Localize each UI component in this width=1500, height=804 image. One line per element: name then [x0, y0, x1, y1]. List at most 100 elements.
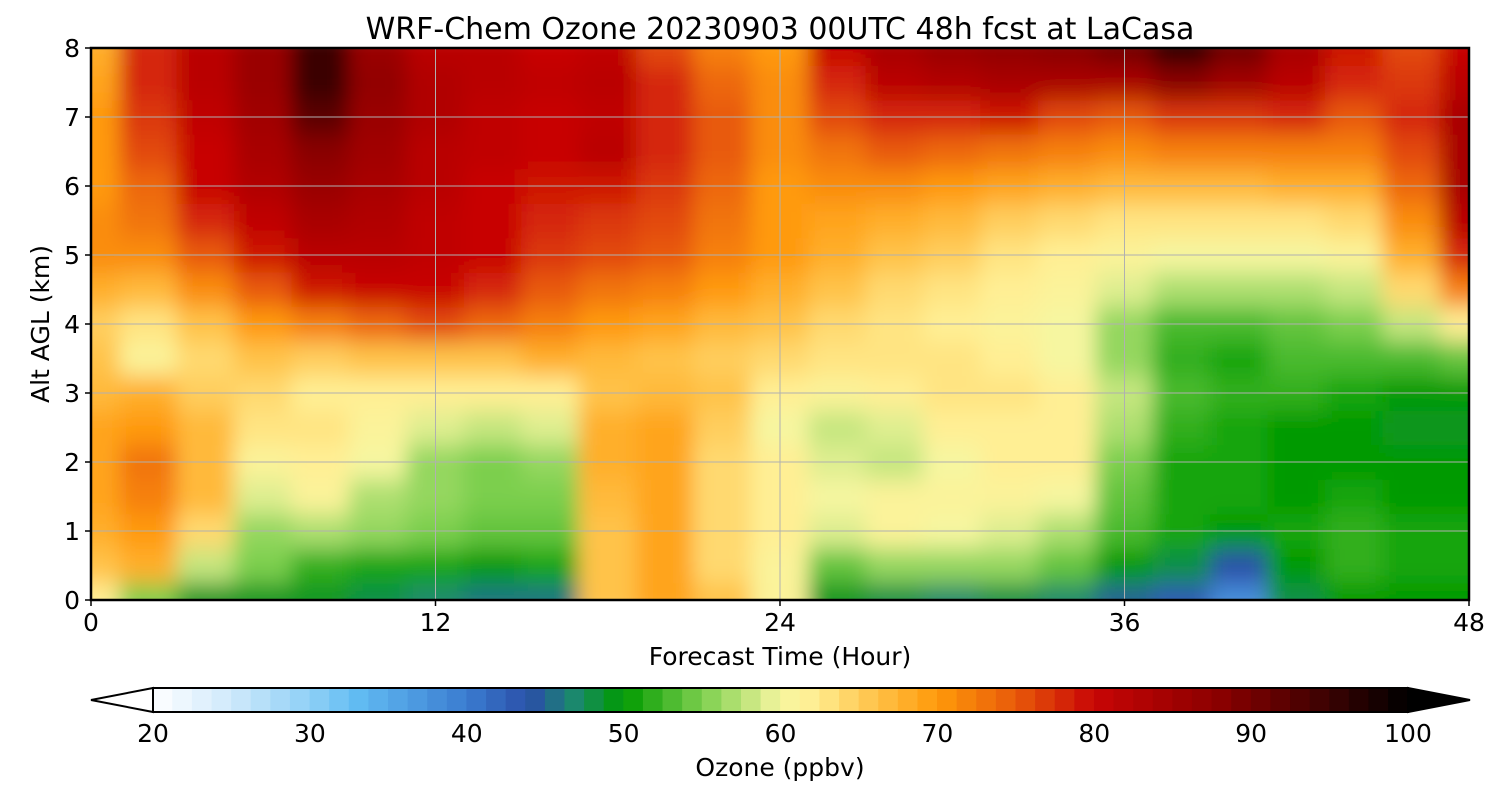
heatmap-cell — [1382, 64, 1441, 101]
heatmap-cell — [980, 478, 1039, 515]
heatmap-cell — [980, 64, 1039, 101]
heatmap-cell — [980, 271, 1039, 308]
heatmap-cell — [234, 409, 293, 446]
heatmap-cell — [1439, 582, 1469, 600]
colorbar-segment — [1231, 688, 1252, 712]
colorbar-frame — [152, 687, 1409, 713]
colorbar-segment — [937, 688, 958, 712]
heatmap-cell — [1324, 409, 1384, 446]
colorbar-segment — [701, 688, 722, 712]
heatmap-cell — [865, 340, 925, 377]
heatmap-cell — [1439, 64, 1469, 101]
y-tick-label: 1 — [64, 517, 80, 546]
heatmap-cell — [463, 48, 523, 66]
heatmap-cell — [291, 202, 350, 239]
heatmap-cell — [348, 340, 408, 377]
y-tick-label: 5 — [64, 241, 80, 270]
heatmap-cell — [1439, 48, 1469, 66]
heatmap-cell — [1267, 409, 1326, 446]
heatmap-cell — [176, 340, 236, 377]
colorbar-tick-label: 90 — [1235, 719, 1267, 748]
heatmap-cell — [1439, 133, 1469, 170]
heatmap-cell — [1439, 340, 1469, 377]
colorbar-segment — [584, 688, 605, 712]
heatmap-cell — [980, 547, 1039, 584]
colorbar-segment — [799, 688, 821, 712]
heatmap-cell — [1324, 48, 1384, 66]
heatmap-cell — [91, 478, 121, 515]
heatmap-cell — [176, 64, 236, 101]
heatmap-cell — [578, 202, 637, 239]
heatmap-cell — [1267, 133, 1326, 170]
heatmap-cell — [234, 64, 293, 101]
colorbar-segment — [603, 688, 624, 712]
heatmap-cell — [291, 64, 350, 101]
colorbar-tick-label: 100 — [1384, 719, 1432, 748]
colorbar-segment — [407, 688, 428, 712]
heatmap-cell — [91, 133, 121, 170]
colorbar-segment — [368, 688, 389, 712]
colorbar-segment — [250, 688, 271, 712]
chart-title: WRF-Chem Ozone 20230903 00UTC 48h fcst a… — [366, 12, 1195, 47]
heatmap-cell — [808, 48, 867, 66]
heatmap-cell — [348, 64, 408, 101]
colorbar-segment — [1054, 688, 1075, 712]
heatmap-cell — [1210, 340, 1269, 377]
heatmap-cell — [1152, 133, 1212, 170]
colorbar-segment — [1290, 688, 1311, 712]
heatmap-cell — [808, 409, 867, 446]
heatmap-cell — [693, 547, 752, 584]
heatmap-cell — [1152, 409, 1212, 446]
heatmap-cell — [1152, 271, 1212, 308]
colorbar-segment — [1015, 688, 1036, 712]
colorbar-segment — [191, 688, 213, 712]
heatmap-cell — [923, 48, 982, 66]
colorbar-segment — [623, 688, 644, 712]
heatmap-cell — [348, 48, 408, 66]
colorbar-segment — [1152, 688, 1173, 712]
heatmap-cell — [521, 409, 580, 446]
heatmap-cell — [119, 64, 178, 101]
colorbar-segment — [917, 688, 938, 712]
colorbar: 20 30 40 50 60 70 80 90 100 — [90, 686, 1471, 748]
colorbar-segment — [289, 688, 311, 712]
colorbar-tick-label: 80 — [1078, 719, 1110, 748]
colorbar-segment — [1348, 688, 1370, 712]
heatmap-cell — [1210, 202, 1269, 239]
colorbar-segment — [1309, 688, 1330, 712]
heatmap-cell — [578, 478, 637, 515]
heatmap-cell — [1210, 133, 1269, 170]
heatmap-cell — [1210, 64, 1269, 101]
heatmap-cell — [578, 271, 637, 308]
colorbar-segment — [427, 688, 448, 712]
x-tick-label: 48 — [1453, 608, 1485, 637]
heatmap-cell — [234, 582, 293, 600]
heatmap-cell — [1382, 409, 1441, 446]
heatmap-cell — [865, 582, 925, 600]
colorbar-segment — [388, 688, 409, 712]
heatmap-cell — [980, 340, 1039, 377]
colorbar-segment — [878, 688, 899, 712]
heatmap-cell — [578, 582, 637, 600]
heatmap-cell — [1037, 409, 1097, 446]
heatmap-cell — [1382, 202, 1441, 239]
heatmap-cell — [291, 582, 350, 600]
heatmap-cell — [980, 582, 1039, 600]
colorbar-segment — [642, 688, 664, 712]
heatmap-cell — [119, 271, 178, 308]
colorbar-tick-label: 30 — [294, 719, 326, 748]
colorbar-segment — [1191, 688, 1213, 712]
heatmap-cell — [923, 547, 982, 584]
heatmap-cell — [176, 202, 236, 239]
heatmap-cell — [176, 409, 236, 446]
colorbar-segment — [780, 688, 801, 712]
colorbar-tick-label: 70 — [921, 719, 953, 748]
heatmap-cell — [1324, 271, 1384, 308]
y-tick-label: 8 — [64, 34, 80, 63]
heatmap-cell — [635, 48, 695, 66]
colorbar-segment — [995, 688, 1017, 712]
x-tick-label: 12 — [420, 608, 452, 637]
heatmap-cell — [1324, 340, 1384, 377]
heatmap-cell — [1210, 271, 1269, 308]
